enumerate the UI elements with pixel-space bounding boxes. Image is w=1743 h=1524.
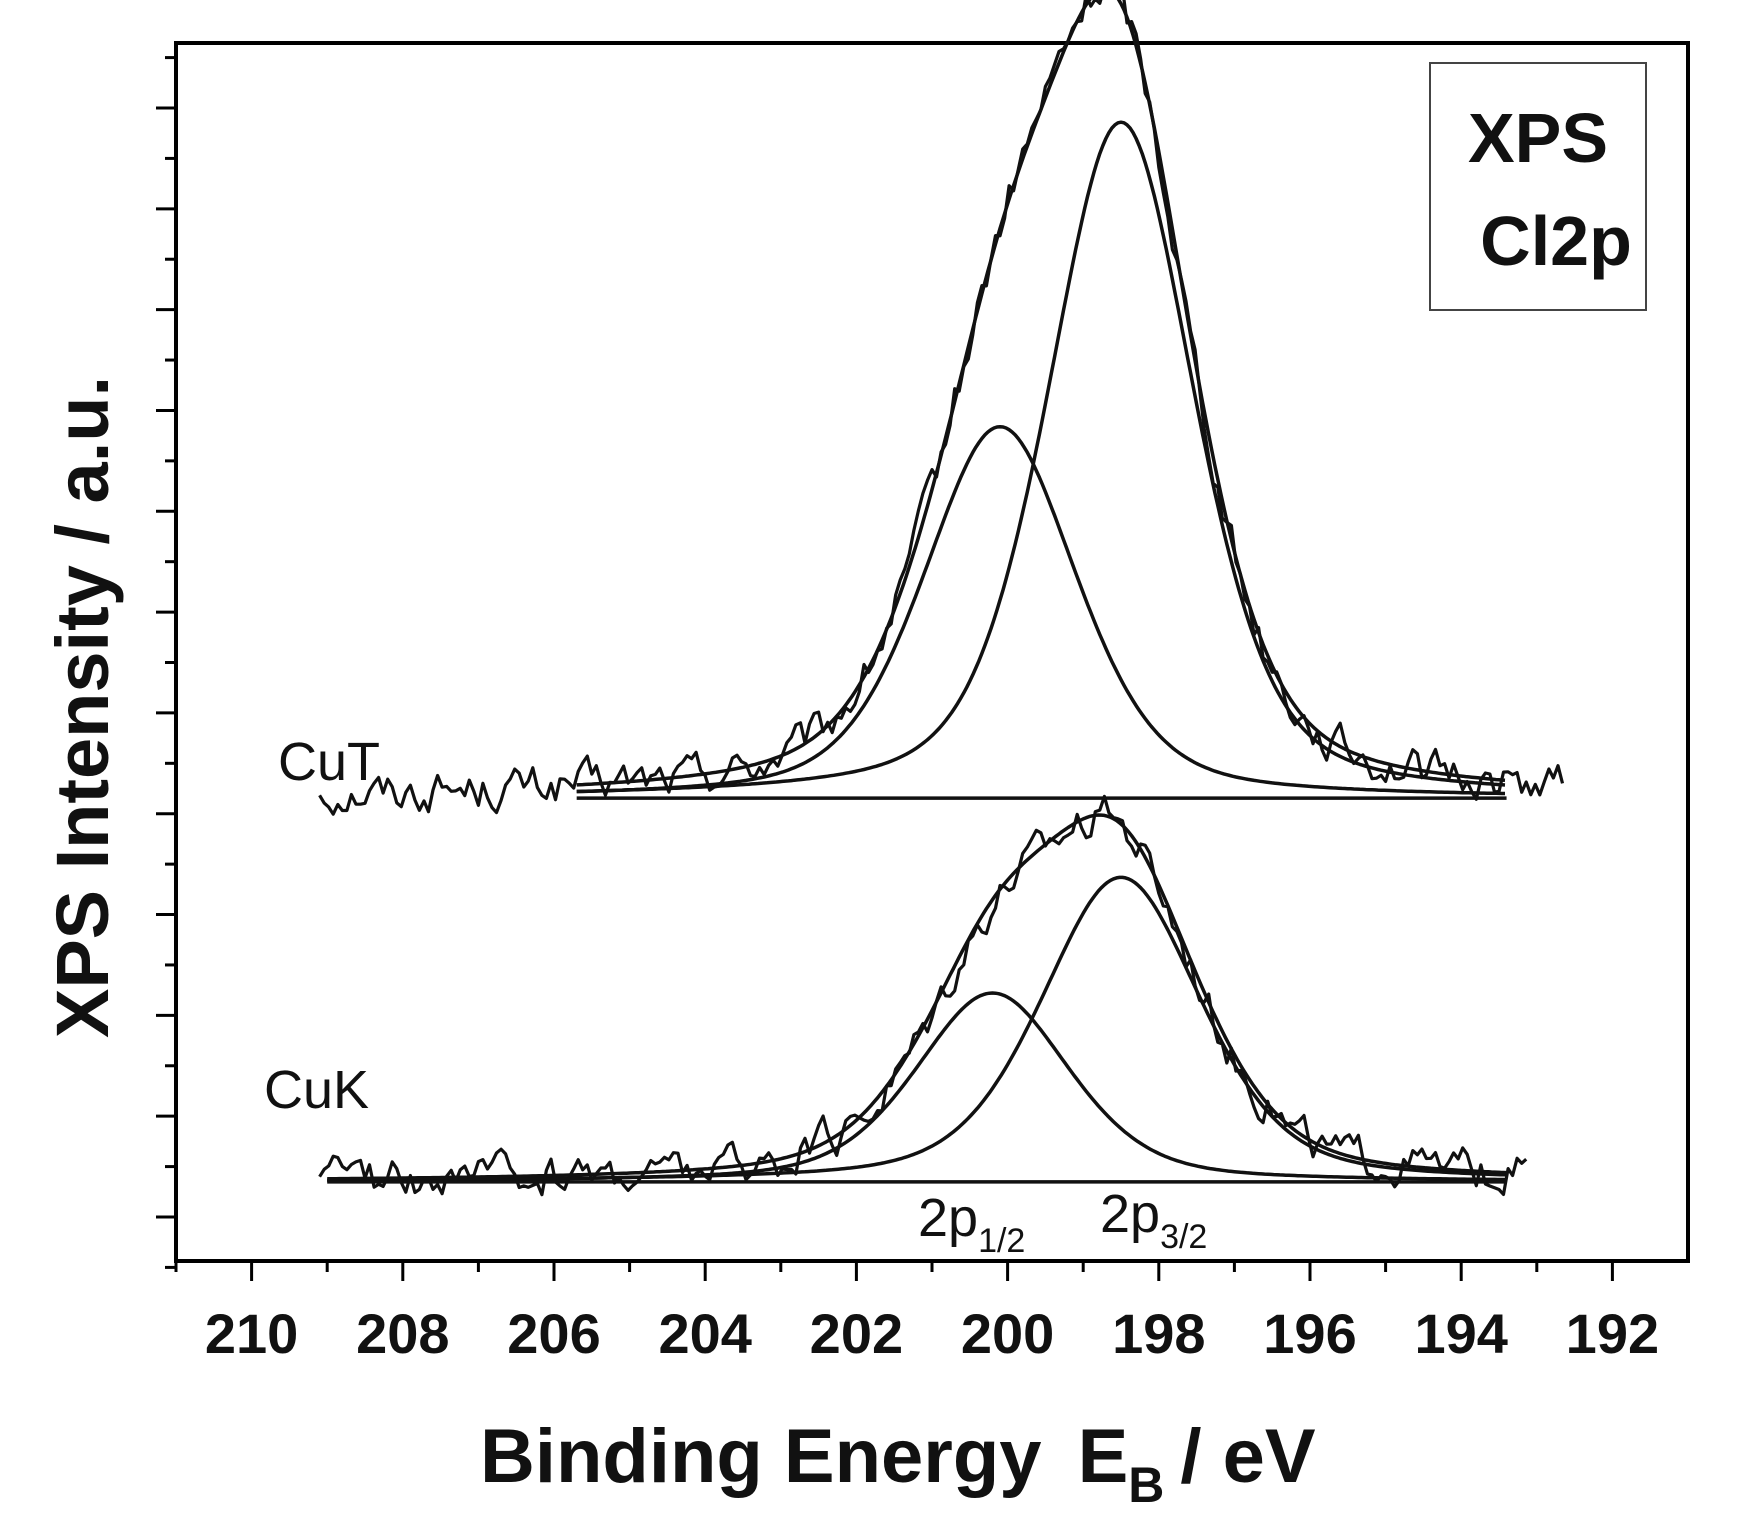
x-tick-label: 202 [810, 1302, 903, 1365]
x-axis-title-sub: B [1128, 1457, 1164, 1513]
fit-envelope-cuk [327, 813, 1507, 1181]
curves-layer [318, 0, 1565, 1197]
legend-frame [1429, 62, 1647, 311]
fit-envelope-cut [576, 0, 1506, 787]
series-label-cut: CuT [278, 732, 380, 792]
legend-box: XPS Cl2p [1429, 62, 1647, 311]
legend-line-1: XPS [1468, 99, 1608, 177]
x-axis-title-main: Binding Energy [480, 1414, 1042, 1499]
x-tick-label: 194 [1414, 1302, 1507, 1365]
x-axis-title-unit: / eV [1180, 1414, 1315, 1499]
x-tick-label: 206 [507, 1302, 600, 1365]
fit-component-cut-0 [576, 424, 1505, 796]
x-axis-ticks: 210 208 206 204 202 200 198 196 194 192 [174, 1261, 1659, 1365]
peak-label-2p32: 2p3/2 [1100, 1184, 1207, 1256]
peak-label-2p12-sub: 1/2 [978, 1222, 1025, 1260]
x-tick-label: 210 [205, 1302, 298, 1365]
raw-data-cut [318, 0, 1565, 816]
legend-line-2: Cl2p [1480, 202, 1632, 280]
fit-component-cut-1 [576, 120, 1506, 794]
fit-component-cuk-1 [327, 875, 1507, 1182]
x-tick-label: 198 [1112, 1302, 1205, 1365]
series-label-cuk: CuK [264, 1060, 369, 1120]
x-tick-label: 204 [658, 1302, 751, 1365]
y-axis-title: XPS Intensity / a.u. [41, 376, 124, 1038]
x-axis-title-symbol: E [1078, 1414, 1129, 1499]
x-tick-label: 208 [356, 1302, 449, 1365]
x-tick-label: 192 [1566, 1302, 1659, 1365]
peak-label-2p12-main: 2p [918, 1188, 978, 1248]
x-tick-label: 196 [1263, 1302, 1356, 1365]
peak-label-2p12: 2p1/2 [918, 1188, 1025, 1260]
peak-label-2p32-sub: 3/2 [1160, 1218, 1207, 1256]
peak-label-2p32-main: 2p [1100, 1184, 1160, 1244]
x-axis-title: Binding Energy EB / eV [480, 1414, 1316, 1513]
x-tick-label: 200 [961, 1302, 1054, 1365]
raw-data-cuk [318, 794, 1528, 1197]
y-axis-ticks [156, 56, 176, 1269]
